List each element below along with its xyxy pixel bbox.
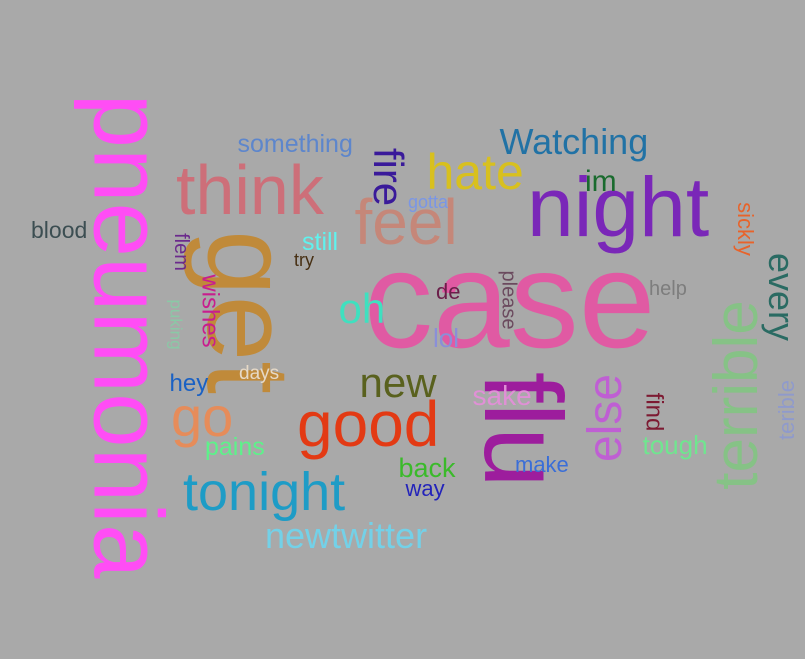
word-try: try <box>294 250 314 270</box>
word-feel: feel <box>354 186 458 258</box>
word-wishes: wishes <box>196 274 224 348</box>
word-please: please <box>496 270 519 330</box>
word-think: think <box>176 151 324 229</box>
word-find: find <box>639 392 667 432</box>
word-puking: puking <box>166 298 186 350</box>
word-de: de <box>436 279 461 304</box>
word-oh: oh <box>338 285 386 332</box>
word-hate: hate <box>426 144 524 200</box>
word-make: make <box>515 452 569 477</box>
word-tough: tough <box>642 430 708 460</box>
word-tonight: tonight <box>183 462 346 522</box>
word-sake: sake <box>472 380 532 411</box>
word-still: still <box>302 227 339 256</box>
word-fire: fire <box>365 147 413 207</box>
word-something: something <box>237 129 353 158</box>
word-help: help <box>649 278 687 300</box>
word-back: back <box>398 452 456 483</box>
word-sickly: sickly <box>732 202 758 256</box>
word-case: case <box>364 223 656 377</box>
word-good: good <box>297 388 440 460</box>
word-every: every <box>761 252 803 342</box>
word-go: go <box>171 385 234 448</box>
word-night: night <box>527 160 710 254</box>
word-flem: flem <box>169 233 192 271</box>
word-terible: terible <box>773 380 799 440</box>
word-new: new <box>359 359 437 406</box>
word-lol: lol <box>433 323 460 353</box>
word-terrible: terrible <box>701 300 771 490</box>
word-pneumonia: pneumonia <box>72 93 183 579</box>
word-days: days <box>239 362 280 384</box>
word-way: way <box>405 476 445 501</box>
word-gotta: gotta <box>408 192 449 212</box>
word-watching: Watching <box>499 121 649 162</box>
word-im: im <box>585 165 617 198</box>
word-newtwitter: newtwitter <box>265 515 428 556</box>
word-pains: pains <box>205 432 265 461</box>
word-hey: hey <box>169 370 209 397</box>
word-else: else <box>579 373 633 463</box>
word-blood: blood <box>31 216 88 243</box>
